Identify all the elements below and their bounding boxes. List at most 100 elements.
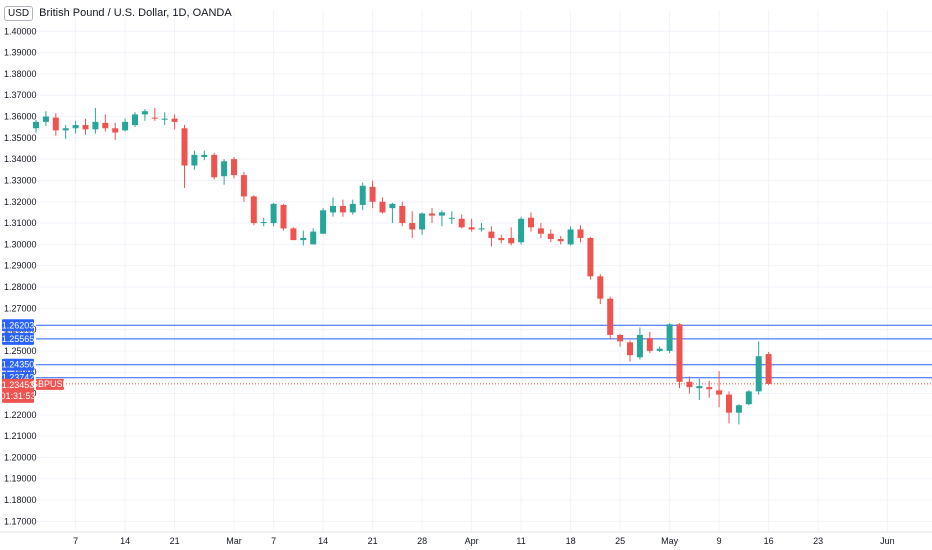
candle-body bbox=[102, 122, 109, 129]
candle-body bbox=[706, 387, 713, 390]
candle bbox=[567, 226, 574, 246]
candle bbox=[240, 171, 247, 202]
candle bbox=[320, 208, 327, 234]
candle bbox=[666, 323, 673, 354]
y-tick-label: 1.21000 bbox=[4, 431, 37, 441]
candle bbox=[528, 212, 534, 232]
y-tick-label: 1.38000 bbox=[4, 69, 37, 79]
x-tick-label: 21 bbox=[170, 536, 180, 546]
y-tick-label: 1.20000 bbox=[4, 452, 37, 462]
candle-body bbox=[122, 121, 129, 131]
x-tick-label: May bbox=[661, 536, 679, 546]
candle-body bbox=[231, 159, 237, 176]
candle bbox=[300, 230, 307, 246]
x-tick-label: 14 bbox=[318, 536, 328, 546]
candle-body bbox=[696, 386, 703, 389]
candle-body bbox=[656, 348, 663, 351]
candle bbox=[537, 223, 544, 238]
candle-body bbox=[438, 212, 445, 216]
candle bbox=[379, 197, 386, 214]
candle bbox=[458, 214, 465, 229]
candle-body bbox=[478, 228, 485, 230]
x-tick-label: 18 bbox=[566, 536, 576, 546]
candle bbox=[726, 391, 732, 424]
level-tag-label: 1.25565 bbox=[2, 334, 35, 344]
candle-body bbox=[508, 237, 515, 244]
y-tick-label: 1.17000 bbox=[4, 516, 37, 526]
candle-body bbox=[369, 186, 376, 202]
candle bbox=[52, 113, 59, 136]
candle-body bbox=[587, 237, 594, 277]
currency-badge[interactable]: USD bbox=[4, 5, 34, 21]
candle-body bbox=[181, 128, 188, 166]
candle-body bbox=[330, 206, 336, 213]
y-tick-label: 1.25000 bbox=[4, 346, 37, 356]
x-tick-label: Apr bbox=[465, 536, 479, 546]
level-tag-label: 1.24350 bbox=[2, 360, 35, 370]
candle bbox=[42, 111, 49, 127]
candle bbox=[211, 152, 218, 180]
x-tick-label: 7 bbox=[73, 536, 78, 546]
candle bbox=[478, 223, 485, 232]
candle-body bbox=[557, 239, 564, 242]
candle bbox=[82, 118, 89, 135]
candle bbox=[409, 211, 416, 238]
price-axis[interactable]: 1.40000 1.39000 1.38000 1.37000 1.36000 1.350… bbox=[4, 26, 37, 526]
y-tick-label: 1.32000 bbox=[4, 197, 37, 207]
candle bbox=[468, 218, 475, 232]
candle bbox=[161, 112, 168, 126]
candle-body bbox=[716, 390, 723, 395]
candle-body bbox=[151, 117, 158, 119]
symbol-tag: GBPUSD bbox=[31, 378, 70, 390]
candle-body bbox=[735, 405, 742, 413]
candle bbox=[557, 235, 564, 245]
candle-body bbox=[399, 206, 406, 224]
candle bbox=[349, 199, 356, 215]
candle bbox=[270, 202, 277, 227]
candle bbox=[181, 125, 188, 188]
candle-body bbox=[359, 185, 366, 205]
y-tick-label: 1.29000 bbox=[4, 261, 37, 271]
candle bbox=[339, 199, 346, 217]
x-tick-label: 11 bbox=[516, 536, 525, 546]
y-tick-label: 1.27000 bbox=[4, 303, 37, 313]
y-tick-label: 1.39000 bbox=[4, 48, 37, 58]
candle bbox=[627, 340, 633, 362]
candle bbox=[171, 114, 178, 130]
candle-body bbox=[458, 218, 465, 228]
candle-body bbox=[310, 231, 317, 245]
x-tick-label: 23 bbox=[813, 536, 823, 546]
y-tick-label: 1.40000 bbox=[4, 26, 37, 36]
candle-body bbox=[617, 334, 624, 342]
y-tick-label: 1.31000 bbox=[4, 218, 37, 228]
candle-body bbox=[765, 354, 772, 384]
candle-body bbox=[567, 229, 574, 245]
candle-body bbox=[597, 276, 604, 299]
candle bbox=[369, 180, 376, 209]
y-tick-label: 1.36000 bbox=[4, 112, 37, 122]
candle bbox=[735, 404, 742, 425]
candle-body bbox=[547, 233, 554, 240]
candle bbox=[62, 125, 69, 139]
candle bbox=[231, 157, 237, 179]
y-tick-label: 1.33000 bbox=[4, 175, 37, 185]
candle-body bbox=[686, 381, 693, 388]
candle-body bbox=[33, 121, 39, 129]
candle bbox=[72, 120, 79, 134]
candle bbox=[132, 112, 138, 128]
candle bbox=[290, 227, 297, 241]
candle-body bbox=[607, 298, 614, 335]
candle-body bbox=[260, 221, 267, 224]
candle-body bbox=[280, 204, 287, 229]
candle bbox=[597, 274, 604, 305]
y-tick-label: 1.34000 bbox=[4, 154, 37, 164]
candle bbox=[310, 228, 317, 245]
candle bbox=[587, 236, 594, 280]
time-axis[interactable]: 7 14 21 Mar 7 14 21 28 Apr 11 18 25 May 9 16 23 Jun bbox=[73, 536, 895, 546]
candle-body bbox=[537, 228, 544, 234]
x-tick-label: Jun bbox=[880, 536, 895, 546]
candle-body bbox=[755, 356, 762, 392]
